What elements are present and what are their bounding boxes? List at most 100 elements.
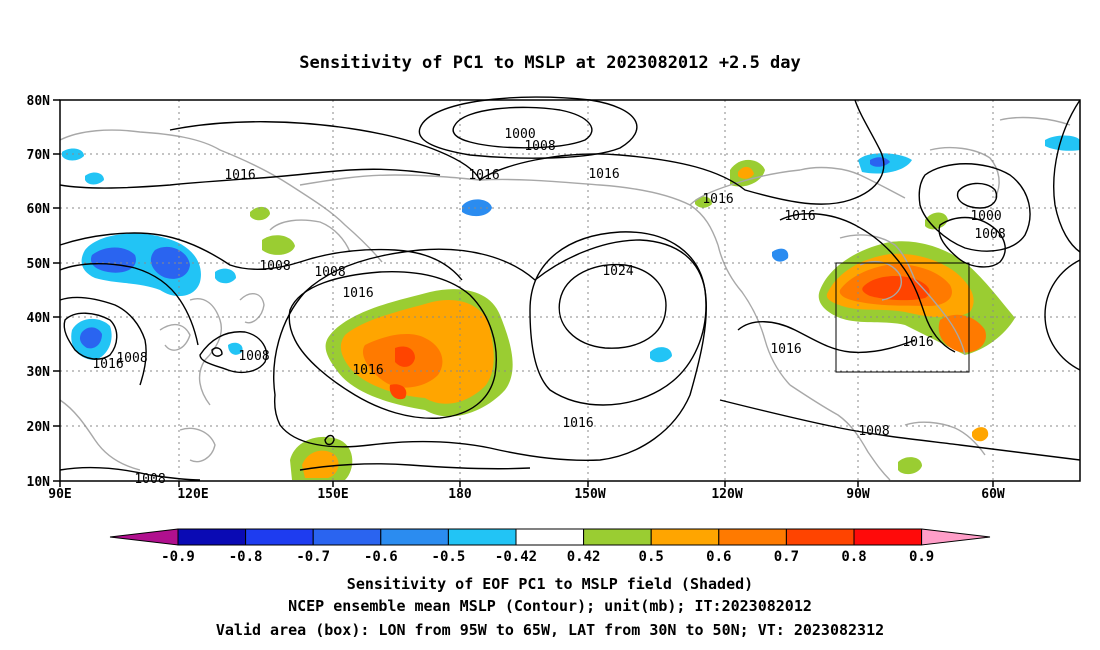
- lon-label: 60W: [981, 487, 1005, 502]
- lon-label: 90W: [846, 487, 870, 502]
- contour-label: 1016: [770, 342, 801, 357]
- tick-marks: [53, 99, 994, 487]
- colorbar: -0.9 -0.8 -0.7 -0.6 -0.5 -0.42 0.42 0.5 0.6 0.7 0.…: [109, 528, 991, 565]
- contour-label: 1016: [702, 192, 733, 207]
- contour-1016-mid-asia: [59, 263, 199, 346]
- lat-label: 30N: [27, 365, 51, 380]
- longitude-labels: 90E 120E 150E 180 150W 120W 90W 60W: [48, 487, 1005, 502]
- mslp-contours: [59, 96, 1081, 481]
- contour-label: 1016: [562, 416, 593, 431]
- contour-1024: [558, 263, 667, 349]
- colorbar-box: [650, 528, 720, 546]
- colorbar-box: [515, 528, 585, 546]
- lon-label: 90E: [48, 487, 71, 502]
- caption-line-1: Sensitivity of EOF PC1 to MSLP field (Sh…: [347, 575, 753, 593]
- positive-patch-bering-core: [738, 166, 754, 179]
- contour-label: 1016: [588, 167, 619, 182]
- colorbar-box: [312, 528, 382, 546]
- colorbar-tick-label: -0.42: [495, 549, 537, 565]
- positive-region-west-pacific-south-core: [302, 450, 339, 478]
- contour-1016-polar: [169, 99, 885, 205]
- coastlines: [59, 116, 1071, 481]
- contour-1000-north: [452, 106, 593, 149]
- lat-label: 60N: [27, 202, 51, 217]
- colorbar-box: [853, 528, 923, 546]
- contour-label: 1016: [784, 209, 815, 224]
- negative-patch-siberia-2: [85, 172, 104, 185]
- positive-region-east-coast: [938, 314, 986, 353]
- colorbar-tick-label: 0.7: [774, 549, 799, 565]
- negative-patch-bering-sea: [462, 199, 492, 217]
- colorbar-tick-label: -0.9: [161, 549, 195, 565]
- contour-1008-south-asia: [59, 466, 201, 481]
- contour-label: 1016: [902, 335, 933, 350]
- contour-1016-na: [779, 212, 956, 353]
- lat-label: 70N: [27, 148, 51, 163]
- colorbar-tick-label: 0.8: [841, 549, 866, 565]
- latitude-labels: 80N 70N 60N 50N 40N 30N 20N 10N: [27, 94, 51, 490]
- contour-label: 1016: [468, 168, 499, 183]
- positive-patch-siberia: [250, 206, 270, 221]
- colorbar-tick-label: -0.6: [364, 549, 398, 565]
- shaded-sensitivity: [62, 135, 1080, 480]
- lon-label: 150E: [317, 487, 348, 502]
- positive-patch-caribbean: [972, 427, 989, 442]
- contour-1016-siberia: [59, 168, 441, 189]
- contour-label: 1008: [974, 227, 1005, 242]
- contour-label: 1008: [858, 424, 889, 439]
- colorbar-low-triangle: [109, 528, 179, 546]
- contour-labels: 1000 1008 1016 1016 1016 1016 1016 1008 …: [92, 127, 1005, 487]
- colorbar-box: [245, 528, 314, 546]
- positive-patch-kamchatka: [262, 235, 295, 255]
- contour-loop-right: [1053, 99, 1081, 253]
- map-frame: [59, 99, 1081, 482]
- valid-area-box: [835, 262, 970, 373]
- contour-label: 1008: [238, 349, 269, 364]
- figure-title: Sensitivity of PC1 to MSLP at 2023082012…: [299, 53, 801, 73]
- contour-1008-atlantic: [938, 216, 1006, 268]
- contour-label: 1008: [314, 265, 345, 280]
- negative-patch-japan: [215, 268, 236, 284]
- colorbar-box: [785, 528, 855, 546]
- contour-1016-japan-small: [211, 347, 223, 357]
- negative-region-central-asia-core: [90, 246, 190, 279]
- contour-label: 1008: [524, 139, 555, 154]
- contour-1008-china: [63, 312, 118, 360]
- contour-1008-north: [418, 96, 638, 159]
- colorbar-box: [583, 528, 652, 546]
- colorbar-tick-label: -0.8: [229, 549, 263, 565]
- colorbar-tick-label: 0.6: [706, 549, 731, 565]
- negative-patch-north-atlantic: [1045, 135, 1080, 151]
- colorbar-tick-label: 0.9: [909, 549, 934, 565]
- contour-south-east: [299, 463, 531, 471]
- contour-label: 1008: [116, 351, 147, 366]
- lat-label: 80N: [27, 94, 51, 109]
- caption-line-2: NCEP ensemble mean MSLP (Contour); unit(…: [288, 597, 812, 615]
- positive-patch-caribbean-outer: [898, 457, 922, 475]
- contour-1016-east-small: [324, 434, 335, 446]
- negative-patch-west-siberia: [62, 148, 84, 161]
- colorbar-box: [718, 528, 787, 546]
- colorbar-tick-label: 0.42: [567, 549, 601, 565]
- colorbar-tick-label: 0.5: [639, 549, 664, 565]
- colorbar-tick-label: -0.5: [432, 549, 466, 565]
- lat-label: 20N: [27, 420, 51, 435]
- negative-patch-east-china-sea: [228, 342, 243, 355]
- contour-1008-atlantic-outer: [918, 163, 1031, 252]
- colorbar-high-triangle: [921, 528, 991, 546]
- colorbar-box: [177, 528, 247, 546]
- contour-1000-atlantic: [956, 182, 998, 209]
- contour-label: 1016: [224, 168, 255, 183]
- contour-label: 1000: [970, 209, 1001, 224]
- negative-region-china-core: [79, 327, 102, 349]
- lat-label: 50N: [27, 257, 51, 272]
- positive-patch-alaska: [695, 196, 712, 208]
- negative-patch-pacific-east: [650, 347, 672, 363]
- colorbar-box: [447, 528, 517, 546]
- contour-1016-na2: [737, 321, 916, 354]
- contour-1016-pacific: [288, 270, 497, 419]
- lat-label: 40N: [27, 311, 51, 326]
- lon-label: 150W: [574, 487, 605, 502]
- contour-label: 1016: [342, 286, 373, 301]
